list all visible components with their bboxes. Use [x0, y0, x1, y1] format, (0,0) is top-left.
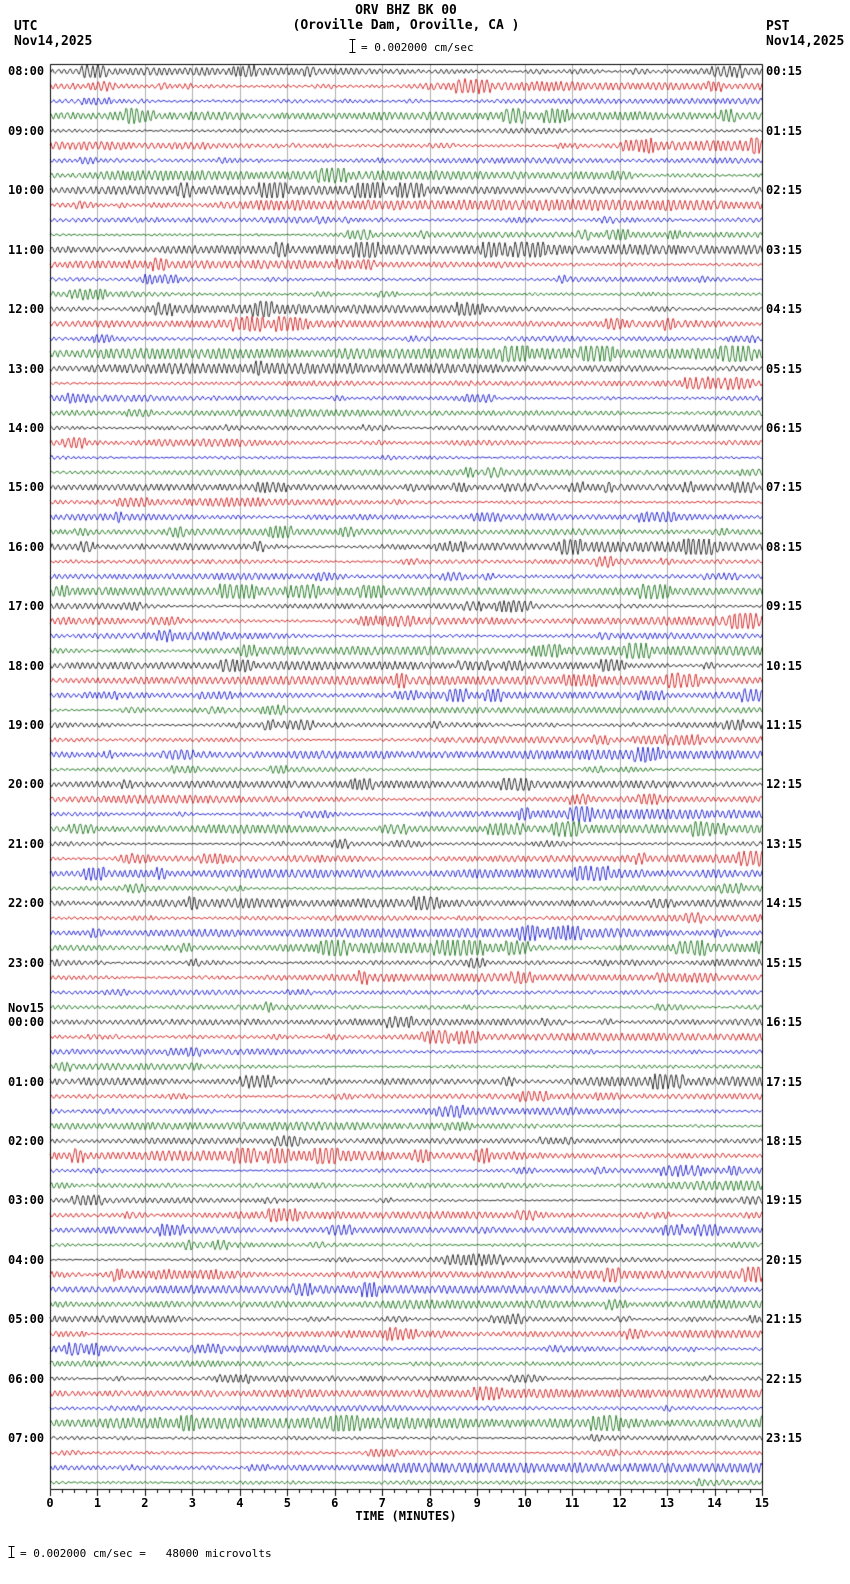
utc-hour-label: 19:00 [8, 718, 45, 732]
utc-hour-label: 15:00 [8, 480, 45, 495]
pst-hour-label: 05:15 [766, 361, 803, 376]
utc-hour-label: 03:00 [8, 1193, 45, 1208]
x-tick-label: 13 [659, 1496, 675, 1510]
x-tick-label: 3 [188, 1496, 197, 1510]
utc-hour-label: 07:00 [8, 1431, 45, 1445]
pst-hour-label: 02:15 [766, 183, 803, 198]
utc-hour-label: 10:00 [8, 183, 45, 198]
pst-hour-label: 18:15 [766, 1133, 803, 1148]
utc-hour-label: 01:00 [8, 1074, 45, 1089]
pst-hour-label: 20:15 [766, 1252, 803, 1267]
station-subtitle: (Oroville Dam, Oroville, CA ) [292, 18, 520, 33]
left-date-label: Nov14,2025 [14, 34, 93, 49]
x-axis-title: TIME (MINUTES) [355, 1509, 457, 1523]
x-tick-label: 10 [517, 1496, 532, 1510]
utc-hour-label: 08:00 [8, 64, 45, 79]
pst-hour-label: 12:15 [766, 777, 803, 792]
utc-hour-label: 02:00 [8, 1133, 45, 1148]
utc-hour-label: 23:00 [8, 955, 45, 970]
pst-hour-label: 08:15 [766, 539, 803, 554]
pst-hour-label: 16:15 [766, 1015, 803, 1030]
station-title: ORV BHZ BK 00 [355, 3, 457, 18]
x-tick-label: 14 [707, 1496, 722, 1510]
x-tick-label: 8 [426, 1496, 434, 1510]
pst-hour-label: 01:15 [766, 123, 803, 138]
amplitude-scale-text: = 0.002000 cm/sec [361, 41, 474, 54]
x-tick-label: 4 [236, 1496, 244, 1510]
pst-hour-label: 14:15 [766, 896, 803, 911]
footer-scale-text: = 0.002000 cm/sec = 48000 microvolts [20, 1547, 272, 1560]
utc-hour-label: 17:00 [8, 599, 45, 614]
pst-hour-label: 22:15 [766, 1371, 803, 1386]
right-date-label: Nov14,2025 [766, 34, 845, 49]
pst-hour-label: 09:15 [766, 599, 803, 614]
x-tick-label: 12 [612, 1496, 627, 1510]
utc-hour-label: 14:00 [8, 420, 45, 435]
utc-hour-label: 13:00 [8, 361, 45, 376]
footer-scale-note: = 0.002000 cm/sec = 48000 microvolts [8, 1546, 272, 1561]
x-tick-label: 11 [564, 1496, 580, 1510]
pst-hour-label: 04:15 [766, 302, 803, 317]
pst-hour-label: 03:15 [766, 242, 803, 257]
utc-hour-label: 21:00 [8, 836, 45, 851]
pst-hour-label: 23:15 [766, 1431, 803, 1445]
x-tick-label: 6 [331, 1496, 339, 1510]
utc-hour-label: 00:00 [8, 1015, 45, 1030]
pst-hour-label: 11:15 [766, 718, 803, 732]
utc-hour-label: 11:00 [8, 242, 45, 257]
pst-hour-label: 06:15 [766, 420, 803, 435]
pst-hour-label: 13:15 [766, 836, 803, 851]
x-tick-label: 2 [141, 1496, 149, 1510]
utc-hour-label: 09:00 [8, 123, 45, 138]
left-timezone-label: UTC [14, 19, 38, 34]
pst-hour-label: 19:15 [766, 1193, 803, 1208]
pst-hour-label: 00:15 [766, 64, 803, 79]
right-timezone-label: PST [766, 19, 790, 34]
footer-scale-bar-icon [8, 1546, 15, 1561]
utc-hour-label: 06:00 [8, 1371, 45, 1386]
pst-hour-label: 17:15 [766, 1074, 803, 1089]
x-tick-label: 7 [378, 1496, 386, 1510]
amplitude-scale-indicator: = 0.002000 cm/sec [349, 39, 474, 56]
x-tick-label: 9 [473, 1496, 481, 1510]
x-tick-label: 1 [93, 1496, 102, 1510]
x-tick-label: 5 [283, 1496, 291, 1510]
utc-hour-label: 16:00 [8, 539, 45, 554]
x-tick-label: 0 [46, 1496, 54, 1510]
pst-hour-label: 10:15 [766, 658, 803, 673]
pst-hour-label: 07:15 [766, 480, 803, 495]
utc-hour-label: 04:00 [8, 1252, 45, 1267]
utc-hour-label: 20:00 [8, 777, 45, 792]
utc-hour-label: 18:00 [8, 658, 45, 673]
utc-hour-label: 22:00 [8, 896, 45, 911]
pst-hour-label: 21:15 [766, 1312, 803, 1327]
utc-hour-label: 05:00 [8, 1312, 45, 1327]
utc-hour-label: 12:00 [8, 302, 45, 317]
pst-hour-label: 15:15 [766, 955, 803, 970]
scale-bar-icon [349, 39, 356, 56]
x-tick-label: 15 [754, 1496, 770, 1510]
date-break-label: Nov15 [8, 1001, 45, 1016]
